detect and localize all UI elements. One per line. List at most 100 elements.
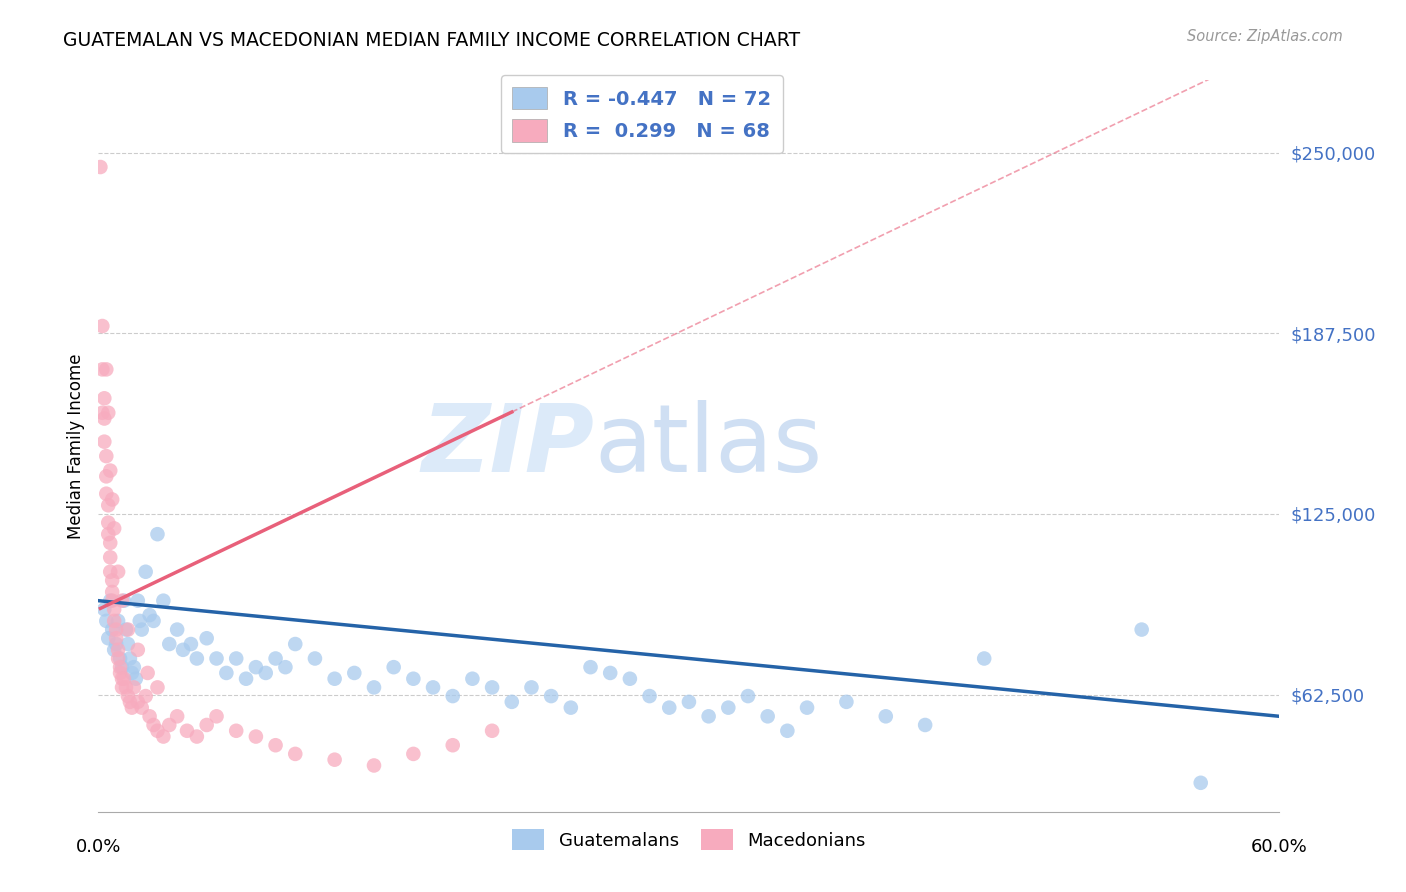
Point — [560, 700, 582, 714]
Point — [127, 593, 149, 607]
Point — [98, 536, 121, 550]
Text: atlas: atlas — [595, 400, 823, 492]
Point — [402, 672, 425, 686]
Point — [131, 623, 153, 637]
Point — [101, 623, 124, 637]
Point — [117, 689, 139, 703]
Point — [125, 672, 148, 686]
Point — [180, 637, 202, 651]
Point — [107, 614, 129, 628]
Point — [97, 516, 120, 530]
Point — [205, 709, 228, 723]
Point — [105, 623, 128, 637]
Point — [101, 593, 124, 607]
Point — [205, 651, 228, 665]
Point — [105, 632, 128, 646]
Point — [142, 614, 165, 628]
Point — [97, 527, 120, 541]
Point — [107, 642, 129, 657]
Point — [146, 723, 169, 738]
Point — [875, 709, 897, 723]
Point — [146, 681, 169, 695]
Point — [215, 665, 238, 680]
Point — [96, 362, 118, 376]
Point — [225, 651, 247, 665]
Point — [101, 574, 124, 588]
Point — [118, 651, 141, 665]
Point — [186, 730, 208, 744]
Point — [382, 660, 405, 674]
Point — [108, 665, 131, 680]
Point — [97, 406, 120, 420]
Point — [776, 723, 799, 738]
Point — [264, 738, 287, 752]
Point — [245, 730, 267, 744]
Point — [135, 565, 157, 579]
Point — [96, 614, 118, 628]
Point — [235, 672, 257, 686]
Point — [323, 672, 346, 686]
Point — [835, 695, 858, 709]
Point — [97, 632, 120, 646]
Point — [796, 700, 818, 714]
Point — [737, 689, 759, 703]
Point — [103, 614, 125, 628]
Point — [105, 637, 128, 651]
Point — [481, 723, 503, 738]
Point — [96, 469, 118, 483]
Point — [117, 637, 139, 651]
Point — [111, 681, 134, 695]
Point — [111, 672, 134, 686]
Point — [91, 318, 114, 333]
Point — [284, 747, 307, 761]
Text: GUATEMALAN VS MACEDONIAN MEDIAN FAMILY INCOME CORRELATION CHART: GUATEMALAN VS MACEDONIAN MEDIAN FAMILY I… — [63, 31, 800, 50]
Point — [343, 665, 366, 680]
Point — [91, 362, 114, 376]
Point — [441, 738, 464, 752]
Point — [111, 593, 134, 607]
Point — [914, 718, 936, 732]
Point — [127, 642, 149, 657]
Point — [166, 623, 188, 637]
Point — [115, 623, 138, 637]
Y-axis label: Median Family Income: Median Family Income — [66, 353, 84, 539]
Point — [176, 723, 198, 738]
Point — [103, 521, 125, 535]
Point — [115, 681, 138, 695]
Point — [93, 411, 115, 425]
Point — [98, 565, 121, 579]
Point — [1130, 623, 1153, 637]
Point — [363, 758, 385, 772]
Text: 60.0%: 60.0% — [1251, 838, 1308, 855]
Point — [101, 492, 124, 507]
Point — [323, 753, 346, 767]
Point — [135, 689, 157, 703]
Point — [103, 642, 125, 657]
Legend: Guatemalans, Macedonians: Guatemalans, Macedonians — [505, 822, 873, 857]
Point — [97, 498, 120, 512]
Point — [284, 637, 307, 651]
Point — [96, 449, 118, 463]
Point — [195, 718, 218, 732]
Point — [91, 406, 114, 420]
Point — [274, 660, 297, 674]
Point — [108, 651, 131, 665]
Point — [461, 672, 484, 686]
Point — [540, 689, 562, 703]
Point — [96, 486, 118, 500]
Point — [117, 623, 139, 637]
Point — [481, 681, 503, 695]
Point — [195, 632, 218, 646]
Point — [658, 700, 681, 714]
Point — [122, 660, 145, 674]
Point — [172, 642, 194, 657]
Point — [422, 681, 444, 695]
Point — [264, 651, 287, 665]
Point — [146, 527, 169, 541]
Point — [166, 709, 188, 723]
Text: ZIP: ZIP — [422, 400, 595, 492]
Point — [127, 695, 149, 709]
Point — [501, 695, 523, 709]
Point — [136, 665, 159, 680]
Point — [152, 593, 174, 607]
